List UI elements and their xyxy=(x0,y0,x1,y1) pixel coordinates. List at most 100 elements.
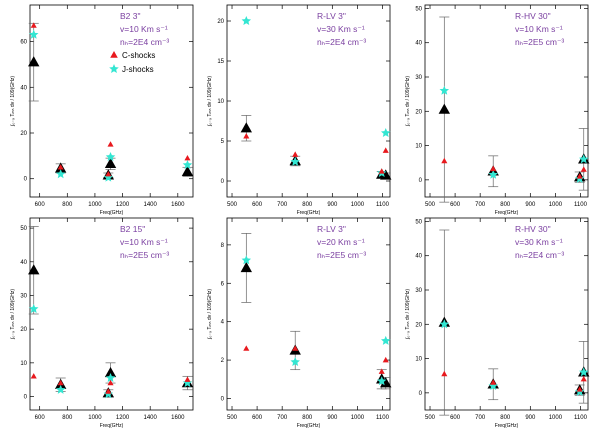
c-shock-point xyxy=(292,345,299,351)
j-shock-point xyxy=(28,29,39,39)
y-tick-label: 20 xyxy=(415,109,422,115)
x-tick-label: 700 xyxy=(277,202,288,208)
panel-annotation-line: B2 15" xyxy=(120,224,145,234)
x-tick-label: 600 xyxy=(252,202,263,208)
j-shock-point xyxy=(439,85,450,95)
x-tick-label: 800 xyxy=(500,202,511,208)
panel-annotation-line: nₕ=2E5 cm⁻³ xyxy=(317,250,366,260)
observed-point xyxy=(240,122,253,133)
y-axis-label: ∫₀₋₉ Tₘₕ dv / 109(GHz) xyxy=(10,289,16,340)
j-shock-point xyxy=(105,373,116,383)
x-tick-label: 1000 xyxy=(88,415,102,421)
panel-annotation-line: v=20 Km s⁻¹ xyxy=(317,237,365,247)
x-axis-label: Freq(GHz) xyxy=(495,210,519,216)
panel-R-HV-30b: 500 600 700 800 900 1000 1100 0 10 20 30 40 50 Freq(G… xyxy=(405,217,590,429)
y-tick-label: 50 xyxy=(415,219,422,225)
c-shock-point xyxy=(576,386,583,392)
c-shock-point xyxy=(30,373,37,379)
c-shock-point xyxy=(382,356,389,363)
panel-annotation-line: R-LV 3" xyxy=(317,11,346,21)
y-tick-label: 0 xyxy=(419,391,423,397)
x-tick-label: 800 xyxy=(302,202,313,208)
x-tick-label: 800 xyxy=(302,415,313,421)
c-shock-point xyxy=(243,345,250,351)
c-shock-point xyxy=(441,157,448,164)
panel-annotation-line: B2 3" xyxy=(120,11,141,21)
j-shock-point xyxy=(380,335,391,345)
x-tick-label: 1100 xyxy=(376,202,390,208)
panel-annotation-line: R-LV 3" xyxy=(317,224,346,234)
x-tick-label: 500 xyxy=(227,415,238,421)
x-tick-label: 1100 xyxy=(574,415,588,421)
x-tick-label: 600 xyxy=(450,415,461,421)
c-shock-point xyxy=(184,376,191,382)
c-shock-point xyxy=(57,379,64,386)
c-shock-point xyxy=(441,370,448,377)
y-tick-label: 0 xyxy=(221,179,225,185)
x-tick-label: 1600 xyxy=(171,415,185,421)
x-axis-label: Freq(GHz) xyxy=(495,423,519,429)
j-shock-point xyxy=(439,319,450,329)
c-shock-point xyxy=(30,22,37,28)
x-tick-label: 800 xyxy=(62,202,73,208)
j-shock-point xyxy=(241,255,252,265)
y-tick-label: 15 xyxy=(217,59,224,65)
y-tick-label: 60 xyxy=(20,40,27,46)
panel-annotation-line: v=10 Km s⁻¹ xyxy=(120,24,168,34)
x-axis-label: Freq(GHz) xyxy=(297,423,321,429)
x-tick-label: 700 xyxy=(475,202,486,208)
plot-frame xyxy=(226,4,391,198)
y-tick-label: 10 xyxy=(217,99,224,105)
y-tick-label: 2 xyxy=(221,358,225,364)
y-tick-label: 30 xyxy=(20,293,27,299)
j-shock-point xyxy=(578,367,589,377)
c-shock-point xyxy=(580,375,587,382)
y-tick-label: 40 xyxy=(20,85,27,91)
x-tick-label: 1400 xyxy=(143,415,157,421)
legend-c-shock-marker xyxy=(110,51,118,58)
y-tick-label: 4 xyxy=(221,320,225,326)
x-tick-label: 900 xyxy=(327,415,338,421)
j-shock-point xyxy=(376,376,387,386)
observed-point xyxy=(104,366,117,378)
x-axis-label: Freq(GHz) xyxy=(100,210,124,216)
c-shock-point xyxy=(57,164,64,170)
x-tick-label: 900 xyxy=(327,202,338,208)
y-tick-label: 5 xyxy=(221,139,225,145)
x-tick-label: 500 xyxy=(425,202,436,208)
y-axis-label: ∫₀₋₉ Tₘₕ dv / 109(GHz) xyxy=(10,76,16,127)
y-tick-label: 30 xyxy=(415,288,422,294)
x-tick-label: 700 xyxy=(475,415,486,421)
panel-annotation-line: v=30 Km s⁻¹ xyxy=(515,237,563,247)
y-tick-label: 30 xyxy=(415,75,422,81)
j-shock-point xyxy=(182,378,193,388)
panel-R-HV-30a: 500 600 700 800 900 1000 1100 0 10 20 30 40 50 Freq(G… xyxy=(405,4,590,216)
y-axis-label: ∫₀₋₉ Tₘₕ dv / 109(GHz) xyxy=(207,76,213,127)
panel-B2-3: 600 800 1000 1200 1400 1600 0 20 40 60 Freq(GHz) ∫₀… xyxy=(10,4,194,216)
plot-frame xyxy=(424,217,589,411)
x-tick-label: 500 xyxy=(227,202,238,208)
y-tick-label: 20 xyxy=(217,19,224,25)
c-shock-point xyxy=(292,151,299,157)
x-tick-label: 900 xyxy=(525,415,536,421)
x-tick-label: 1000 xyxy=(549,202,563,208)
x-axis-label: Freq(GHz) xyxy=(100,423,124,429)
y-tick-label: 8 xyxy=(221,243,225,249)
observed-point xyxy=(380,377,392,388)
y-tick-label: 0 xyxy=(24,177,28,183)
y-tick-label: 0 xyxy=(221,396,225,402)
x-tick-label: 1000 xyxy=(549,415,563,421)
c-shock-point xyxy=(184,154,191,161)
x-tick-label: 1100 xyxy=(376,415,390,421)
c-shock-point xyxy=(243,133,250,139)
y-tick-label: 0 xyxy=(24,395,28,401)
panel-R-LV-3a: 500 600 700 800 900 1000 1100 0 5 10 15 20 Freq(GHz)… xyxy=(207,4,392,216)
observed-point xyxy=(28,264,40,275)
legend-j-shock-marker xyxy=(109,64,119,74)
observed-point xyxy=(380,169,392,180)
y-tick-label: 50 xyxy=(415,6,422,12)
j-shock-point xyxy=(578,154,589,164)
panel-annotation-line: R-HV 30" xyxy=(515,11,551,21)
x-tick-label: 600 xyxy=(450,202,461,208)
j-shock-point xyxy=(103,172,114,182)
